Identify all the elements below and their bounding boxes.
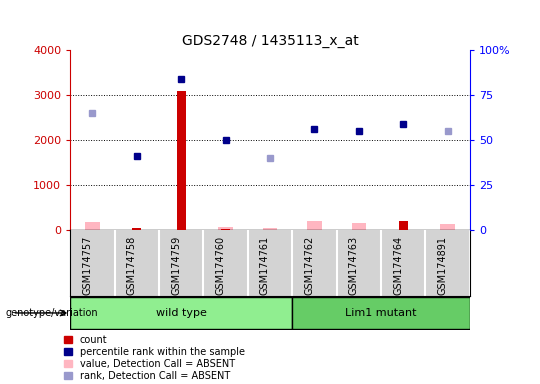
Text: wild type: wild type <box>156 308 207 318</box>
Bar <box>292 297 470 328</box>
Legend: count, percentile rank within the sample, value, Detection Call = ABSENT, rank, : count, percentile rank within the sample… <box>64 335 245 381</box>
Text: GSM174761: GSM174761 <box>260 236 270 295</box>
Bar <box>441 223 455 230</box>
Text: GSM174759: GSM174759 <box>171 236 181 295</box>
Text: GSM174891: GSM174891 <box>437 236 448 295</box>
Bar <box>70 297 292 328</box>
Bar <box>132 228 141 230</box>
Text: Lim1 mutant: Lim1 mutant <box>345 308 417 318</box>
Bar <box>399 221 408 230</box>
Bar <box>307 221 322 230</box>
Text: genotype/variation: genotype/variation <box>5 308 98 318</box>
Text: GSM174757: GSM174757 <box>83 236 92 295</box>
Text: GSM174763: GSM174763 <box>349 236 359 295</box>
Bar <box>177 91 186 230</box>
Text: GSM174764: GSM174764 <box>393 236 403 295</box>
Bar <box>352 223 366 230</box>
Text: GSM174758: GSM174758 <box>127 236 137 295</box>
Bar <box>85 222 99 230</box>
Bar <box>263 228 277 230</box>
Bar <box>218 227 233 230</box>
Bar <box>221 229 230 230</box>
Text: GSM174762: GSM174762 <box>305 236 314 295</box>
Title: GDS2748 / 1435113_x_at: GDS2748 / 1435113_x_at <box>181 33 359 48</box>
Text: GSM174760: GSM174760 <box>215 236 226 295</box>
